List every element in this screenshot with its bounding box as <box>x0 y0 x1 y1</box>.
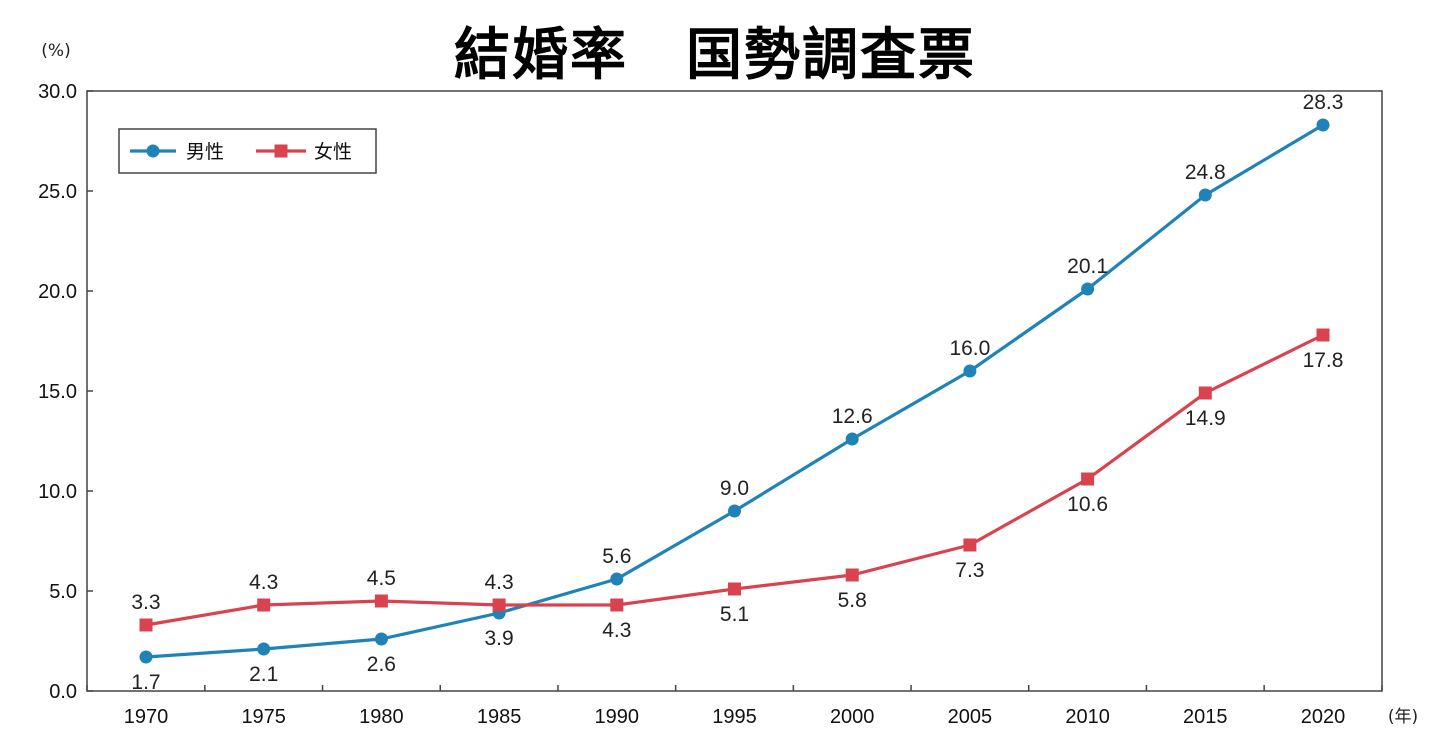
data-point-male <box>257 642 271 656</box>
data-point-male <box>1081 282 1095 296</box>
data-point-male <box>374 632 388 646</box>
x-tick-label: 1990 <box>595 706 640 728</box>
data-point-female <box>1081 472 1095 486</box>
data-labels-layer: 1.7 3.3 2.1 4.3 2.6 4.5 3.9 4.3 5.6 4.3 9.0 5.1 12.6… <box>131 91 1343 694</box>
y-tick-label: 10.0 <box>38 481 77 503</box>
data-point-female <box>1198 386 1212 400</box>
data-point-female <box>1316 328 1330 342</box>
chart-axes: 0.0 5.0 10.0 15.0 20.0 25.0 30.0 1970 1975 1980 19… <box>38 41 1418 728</box>
data-point-female <box>257 598 271 612</box>
data-point-male <box>845 432 859 446</box>
data-label-female: 17.8 <box>1303 349 1344 372</box>
data-label-male: 5.6 <box>602 545 631 568</box>
data-label-female: 5.8 <box>838 589 867 612</box>
y-tick-label: 15.0 <box>38 381 77 403</box>
x-tick-label: 2020 <box>1301 706 1346 728</box>
data-point-male <box>1198 188 1212 202</box>
legend-marker-male <box>146 144 160 158</box>
data-point-male <box>610 572 624 586</box>
data-label-male: 12.6 <box>832 405 873 428</box>
data-point-female <box>963 538 977 552</box>
data-point-male <box>963 364 977 378</box>
series-line-male <box>145 123 1324 659</box>
y-unit-label: (%) <box>41 41 70 61</box>
y-tick-label: 30.0 <box>38 81 77 103</box>
data-label-male: 2.6 <box>367 653 396 676</box>
y-tick-label: 0.0 <box>49 681 77 703</box>
y-tick-label: 5.0 <box>49 581 77 603</box>
x-tick-label: 1975 <box>241 706 286 728</box>
data-label-male: 1.7 <box>131 671 160 694</box>
data-label-female: 14.9 <box>1185 407 1226 430</box>
data-point-female <box>374 594 388 608</box>
data-point-male <box>728 504 741 518</box>
data-label-male: 16.0 <box>949 337 990 360</box>
legend-label-female: 女性 <box>314 141 352 163</box>
x-unit-label: (年) <box>1388 707 1418 727</box>
data-label-male: 28.3 <box>1303 91 1344 114</box>
data-label-female: 4.3 <box>484 571 513 594</box>
data-label-female: 4.3 <box>602 619 631 642</box>
x-tick-label: 2010 <box>1065 706 1110 728</box>
x-tick-label: 1970 <box>124 706 169 728</box>
data-label-female: 5.1 <box>720 603 749 626</box>
x-tick-label: 2005 <box>948 706 993 728</box>
data-label-male: 3.9 <box>484 627 513 650</box>
data-point-female <box>610 598 624 612</box>
chart-title: 結婚率 国勢調査票 <box>454 23 976 88</box>
data-label-male: 20.1 <box>1067 255 1108 278</box>
x-tick-label: 1985 <box>477 706 522 728</box>
data-point-female <box>492 598 506 612</box>
data-point-male <box>1316 118 1330 132</box>
data-label-male: 24.8 <box>1185 161 1226 184</box>
data-label-female: 10.6 <box>1067 493 1108 516</box>
legend-marker-female <box>274 144 288 158</box>
data-point-male <box>139 650 153 664</box>
data-label-male: 2.1 <box>249 663 278 686</box>
y-tick-label: 20.0 <box>38 281 77 303</box>
chart-legend: 男性 女性 <box>118 128 377 174</box>
x-tick-label: 2015 <box>1183 706 1228 728</box>
data-point-female <box>139 618 153 632</box>
y-tick-label: 25.0 <box>38 181 77 203</box>
series-layer <box>139 118 1330 664</box>
data-label-female: 4.3 <box>249 571 278 594</box>
x-tick-label: 2000 <box>830 706 875 728</box>
data-label-male: 9.0 <box>720 477 749 500</box>
x-tick-label: 1980 <box>359 706 404 728</box>
data-label-female: 4.5 <box>367 567 396 590</box>
x-tick-label: 1995 <box>712 706 757 728</box>
data-label-female: 7.3 <box>955 559 984 582</box>
data-point-female <box>845 568 859 582</box>
data-point-female <box>728 582 741 596</box>
legend-label-male: 男性 <box>186 141 224 163</box>
data-label-female: 3.3 <box>131 591 160 614</box>
